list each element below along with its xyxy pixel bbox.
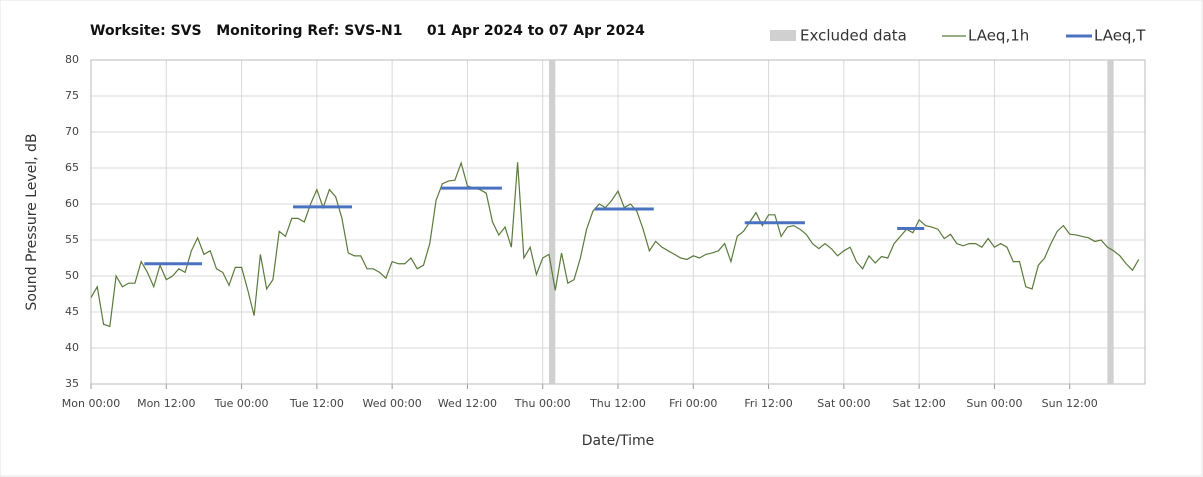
x-tick-label: Sun 12:00 [1042,397,1098,410]
x-tick-label: Thu 00:00 [514,397,571,410]
x-tick-label: Fri 00:00 [669,397,717,410]
chart-title: Worksite: SVS Monitoring Ref: SVS-N1 01 … [90,23,645,39]
x-tick-label: Tue 00:00 [214,397,269,410]
y-axis-title: Sound Pressure Level, dB [24,133,40,310]
x-tick-label: Sun 00:00 [966,397,1022,410]
y-tick-label: 50 [65,269,79,282]
x-tick-label: Thu 12:00 [589,397,646,410]
y-tick-label: 55 [65,233,79,246]
excluded-band [1107,60,1114,384]
y-tick-label: 45 [65,305,79,318]
x-tick-label: Wed 00:00 [363,397,422,410]
legend-label: Excluded data [800,27,907,45]
x-tick-label: Tue 12:00 [289,397,344,410]
y-tick-label: 35 [65,377,79,390]
y-tick-label: 70 [65,125,79,138]
x-tick-label: Sat 00:00 [817,397,870,410]
legend-label: LAeq,1h [968,27,1029,45]
x-tick-label: Sat 12:00 [893,397,946,410]
y-tick-label: 75 [65,89,79,102]
y-tick-label: 60 [65,197,79,210]
x-tick-label: Fri 12:00 [744,397,792,410]
plot-area [90,59,1146,385]
data-line [90,160,1140,328]
excluded-band [548,60,556,384]
x-tick-label: Mon 00:00 [62,397,120,410]
x-axis-title: Date/Time [582,433,654,449]
legend-swatch [770,30,796,41]
x-tick-label: Mon 12:00 [137,397,195,410]
y-tick-label: 80 [65,53,79,66]
y-tick-label: 65 [65,161,79,174]
legend-label: LAeq,T [1094,27,1146,45]
y-tick-label: 40 [65,341,79,354]
x-tick-label: Wed 12:00 [438,397,497,410]
